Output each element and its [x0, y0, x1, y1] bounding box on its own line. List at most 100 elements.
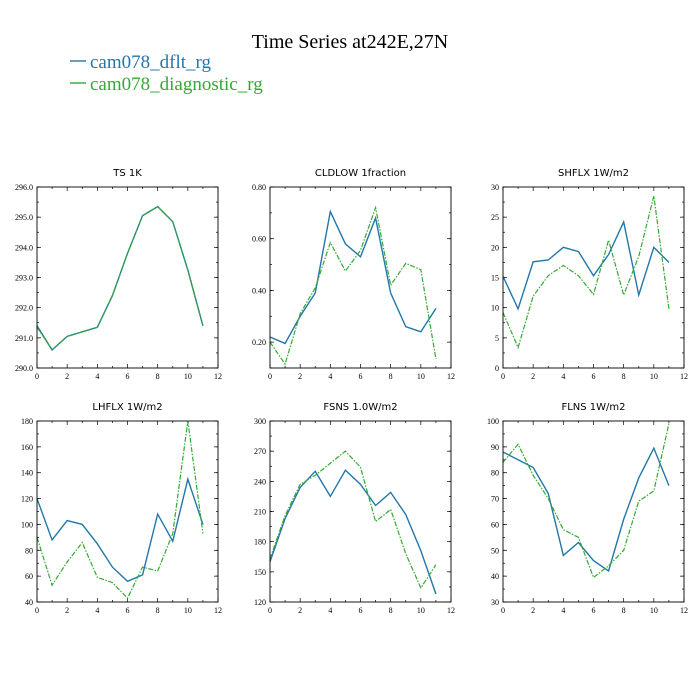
legend-label-diagnostic: cam078_diagnostic_rg: [90, 74, 263, 95]
y-tick-label: 293.0: [15, 274, 33, 283]
x-tick-label: 2: [531, 606, 535, 615]
panel-title: LHFLX 1W/m2: [92, 402, 162, 413]
x-tick-label: 2: [531, 372, 535, 381]
y-tick-label: 40: [491, 572, 499, 581]
plot-frame: [502, 420, 685, 603]
panel-6: FLNS 1W/m2 0 2 4 6 8 10 12 30 40 50 60 70 80 90 100: [487, 402, 688, 615]
x-tick-label: 0: [268, 606, 272, 615]
y-tick-label: 100: [21, 520, 33, 529]
plot-frame: [269, 186, 452, 369]
y-tick-label: 20: [491, 243, 499, 252]
y-tick-label: 15: [491, 274, 499, 283]
x-tick-label: 6: [592, 606, 596, 615]
panel-title: SHFLX 1W/m2: [558, 168, 629, 179]
x-tick-label: 12: [214, 372, 222, 381]
y-tick-label: 70: [491, 495, 499, 504]
y-tick-label: 0: [495, 364, 499, 373]
y-tick-label: 240: [254, 477, 266, 486]
y-tick-label: 80: [491, 469, 499, 478]
series-line-diagnostic: [36, 205, 204, 351]
y-tick-label: 295.0: [15, 213, 33, 222]
x-tick-label: 0: [268, 372, 272, 381]
x-tick-label: 4: [328, 606, 332, 615]
y-tick-label: 300: [254, 417, 266, 426]
y-tick-label: 50: [491, 546, 499, 555]
legend: cam078_dflt_rg cam078_diagnostic_rg: [70, 52, 263, 95]
x-tick-label: 10: [184, 372, 192, 381]
series-line-dflt: [502, 446, 670, 573]
x-tick-label: 10: [184, 606, 192, 615]
x-tick-label: 4: [95, 372, 99, 381]
figure-title: Time Series at242E,27N: [252, 31, 448, 53]
panel-2: CLDLOW 1fraction 0 2 4 6 8 10 12 0.20 0.40 0.60 0.8…: [252, 168, 455, 381]
x-tick-label: 0: [501, 372, 505, 381]
y-tick-label: 150: [254, 568, 266, 577]
x-tick-label: 6: [359, 606, 363, 615]
panel-grid: TS 1K 0 2 4 6 8 10 12 290.0 291.0 292.0 293.0 294.0 2…: [15, 168, 688, 615]
plot-frame: [502, 186, 685, 369]
series-line-diagnostic: [502, 423, 670, 579]
y-tick-label: 270: [254, 447, 266, 456]
x-tick-label: 10: [417, 372, 425, 381]
x-tick-label: 8: [622, 606, 626, 615]
series-line-dflt: [269, 469, 437, 595]
y-tick-label: 60: [491, 520, 499, 529]
y-tick-label: 10: [491, 304, 499, 313]
x-tick-label: 6: [359, 372, 363, 381]
x-tick-label: 0: [35, 606, 39, 615]
y-tick-label: 0.40: [252, 286, 266, 295]
panel-title: FSNS 1.0W/m2: [323, 402, 397, 413]
y-tick-label: 290.0: [15, 364, 33, 373]
y-tick-label: 140: [21, 469, 33, 478]
x-tick-label: 6: [126, 372, 130, 381]
y-tick-label: 5: [495, 334, 499, 343]
x-tick-label: 12: [447, 372, 455, 381]
panel-1: TS 1K 0 2 4 6 8 10 12 290.0 291.0 292.0 293.0 294.0 2…: [15, 168, 222, 381]
y-tick-label: 90: [491, 443, 499, 452]
x-tick-label: 2: [65, 372, 69, 381]
y-tick-label: 30: [491, 183, 499, 192]
y-tick-label: 160: [21, 443, 33, 452]
x-tick-label: 4: [561, 372, 565, 381]
x-tick-label: 0: [35, 372, 39, 381]
x-tick-label: 12: [680, 606, 688, 615]
y-tick-label: 0.20: [252, 338, 266, 347]
x-tick-label: 12: [447, 606, 455, 615]
series-line-dflt: [502, 219, 670, 311]
x-tick-label: 6: [126, 606, 130, 615]
x-tick-label: 10: [650, 606, 658, 615]
panel-4: LHFLX 1W/m2 0 2 4 6 8 10 12 40 60 80 100 120 140 160 18…: [21, 402, 222, 615]
panel-5: FSNS 1.0W/m2 0 2 4 6 8 10 12 120 150 180 210 240 270 3…: [254, 402, 455, 615]
y-tick-label: 0.60: [252, 235, 266, 244]
y-tick-label: 180: [254, 538, 266, 547]
panel-title: CLDLOW 1fraction: [315, 168, 406, 179]
x-tick-label: 0: [501, 606, 505, 615]
x-tick-label: 4: [95, 606, 99, 615]
panel-title: TS 1K: [112, 168, 142, 179]
series-line-dflt: [36, 476, 204, 583]
x-tick-label: 8: [389, 606, 393, 615]
y-tick-label: 80: [25, 546, 33, 555]
x-tick-label: 10: [417, 606, 425, 615]
series-line-diagnostic: [269, 450, 437, 590]
y-tick-label: 30: [491, 598, 499, 607]
y-tick-label: 0.80: [252, 183, 266, 192]
x-tick-label: 4: [328, 372, 332, 381]
x-tick-label: 10: [650, 372, 658, 381]
y-tick-label: 120: [21, 495, 33, 504]
plot-frame: [36, 420, 219, 603]
panel-3: SHFLX 1W/m2 0 2 4 6 8 10 12 0 5 10 15 20 25 30: [491, 168, 688, 381]
x-tick-label: 4: [561, 606, 565, 615]
y-tick-label: 180: [21, 417, 33, 426]
x-tick-label: 12: [214, 606, 222, 615]
y-tick-label: 60: [25, 572, 33, 581]
x-tick-label: 8: [622, 372, 626, 381]
series-line-diagnostic: [269, 205, 437, 366]
y-tick-label: 292.0: [15, 304, 33, 313]
y-tick-label: 294.0: [15, 243, 33, 252]
x-tick-label: 6: [592, 372, 596, 381]
plot-frame: [269, 420, 452, 603]
x-tick-label: 2: [298, 372, 302, 381]
x-tick-label: 2: [65, 606, 69, 615]
